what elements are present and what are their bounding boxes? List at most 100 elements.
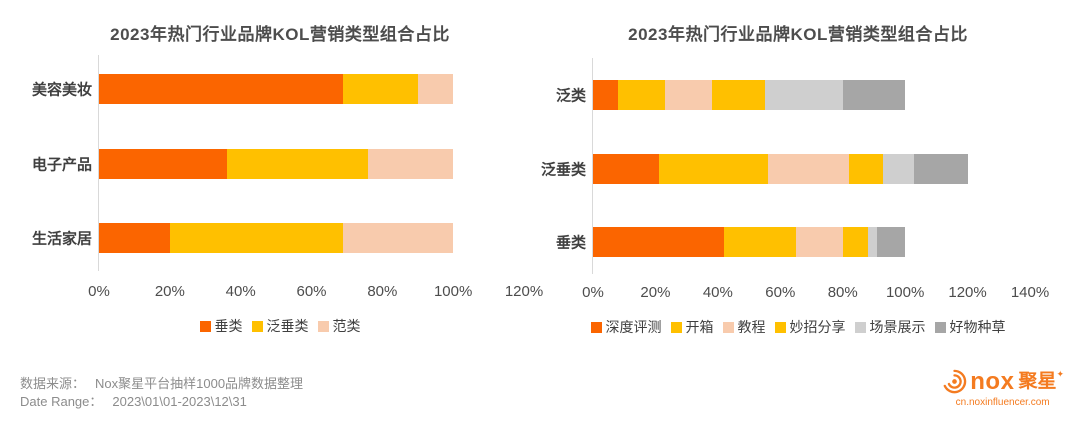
bar-segment [664,80,712,110]
bar-segment [593,80,618,110]
legend-swatch-icon [251,320,263,332]
axis-tick-label: 100% [885,284,925,301]
bar-row: 垂类 [540,227,1056,257]
bar-segment [617,80,665,110]
bar-segment [724,227,796,257]
stacked-bar [99,223,524,253]
bar-segment [764,80,843,110]
bar-segment [877,227,906,257]
legend: 深度评测 开箱 教程 妙招分享 场景展示 好物种草 [540,317,1056,337]
date-range-label: Date Range： [20,394,103,409]
stacked-bar [593,80,1030,110]
stacked-bar [593,154,1030,184]
bar-segment [99,223,170,253]
bar-segment [99,149,227,179]
nox-wordmark: nox [970,367,1015,395]
bar-segment [914,154,968,184]
bar-row: 生活家居 [20,223,540,253]
axis-tick-label: 60% [765,284,796,301]
legend-swatch-icon [722,321,734,333]
axis-tick-label: 40% [702,284,733,301]
nox-url: cn.noxinfluencer.com [955,397,1050,408]
bar-segment [795,227,843,257]
nox-logo-row: nox 聚星 ✦ [941,368,1064,395]
axis-tick-label: 0% [88,283,110,300]
bar-row: 泛垂类 [540,154,1056,184]
bar-row: 美容美妆 [20,74,540,104]
legend-label: 泛垂类 [266,318,309,334]
legend-label: 场景展示 [869,319,926,335]
legend-item: 教程 [722,317,766,337]
axis-tick-label: 0% [582,284,604,301]
bar-segment [842,227,868,257]
axis-tick-label: 80% [367,283,398,300]
legend-swatch-icon [934,321,946,333]
legend-swatch-icon [199,320,211,332]
legend-label: 垂类 [214,318,243,334]
legend-swatch-icon [670,321,682,333]
legend-label: 深度评测 [605,319,662,335]
star-icon: ✦ [1056,369,1064,379]
axis-tick-label: 100% [433,283,473,300]
data-source-label: 数据来源： [20,376,86,391]
axis-tick-label: 20% [640,284,671,301]
axis-tick-label: 60% [296,283,327,300]
legend-label: 妙招分享 [789,319,846,335]
nox-wordmark-cn: 聚星 [1018,371,1057,392]
legend-item: 范类 [317,316,361,336]
bar-segment [883,154,915,184]
axis-tick-label: 20% [154,283,185,300]
bar-segment [842,80,906,110]
legend-item: 深度评测 [590,317,662,337]
bar-segment [226,149,369,179]
category-label: 泛垂类 [540,161,586,179]
bar-segment [658,154,768,184]
stacked-bar [99,149,524,179]
category-label: 美容美妆 [31,81,92,99]
chart-title: 2023年热门行业品牌KOL营销类型组合占比 [110,25,450,44]
date-range-line: Date Range： 2023\01\01-2023\12\31 [20,393,303,411]
date-range-text: 2023\01\01-2023\12\31 [112,394,247,409]
legend-item: 好物种草 [934,317,1006,337]
bar-segment [767,154,849,184]
y-axis-line [592,58,593,274]
legend-label: 教程 [737,319,766,335]
legend: 垂类 泛垂类 范类 [20,316,540,336]
legend-item: 妙招分享 [774,317,846,337]
bar-segment [848,154,884,184]
bar-segment [99,74,344,104]
legend-swatch-icon [590,321,602,333]
bar-segment [417,74,454,104]
nox-spiral-icon [943,369,967,394]
chart-title: 2023年热门行业品牌KOL营销类型组合占比 [628,25,968,44]
category-label: 生活家居 [31,230,92,248]
bar-segment [867,227,878,257]
legend-swatch-icon [854,321,866,333]
bar-segment [711,80,765,110]
legend-item: 垂类 [199,316,243,336]
category-label: 电子产品 [31,156,92,174]
bar-row: 电子产品 [20,149,540,179]
bar-segment [593,154,659,184]
bar-segment [343,223,454,253]
legend-swatch-icon [317,320,329,332]
legend-swatch-icon [774,321,786,333]
legend-item: 泛垂类 [251,316,309,336]
category-label: 泛类 [555,87,586,105]
nox-logo: nox 聚星 ✦ cn.noxinfluencer.com [941,368,1064,408]
axis-tick-label: 120% [948,284,987,301]
axis-tick-label: 120% [504,283,544,300]
legend-label: 开箱 [685,319,714,335]
axis-tick-label: 80% [827,284,858,301]
legend-item: 场景展示 [854,317,926,337]
stacked-bar [99,74,524,104]
bar-segment [368,149,454,179]
chart-right-category-kol-mix: 2023年热门行业品牌KOL营销类型组合占比 泛类泛垂类垂类 0% 20% 40% 6… [540,8,1056,353]
category-label: 垂类 [555,234,586,252]
bar-segment [593,227,725,257]
axis-tick-label: 140% [1010,284,1050,301]
legend-label: 范类 [332,318,361,334]
axis-tick-label: 40% [225,283,256,300]
legend-item: 开箱 [670,317,714,337]
footer-source-info: 数据来源： Nox聚星平台抽样1000品牌数据整理 Date Range： 2023… [20,375,303,411]
